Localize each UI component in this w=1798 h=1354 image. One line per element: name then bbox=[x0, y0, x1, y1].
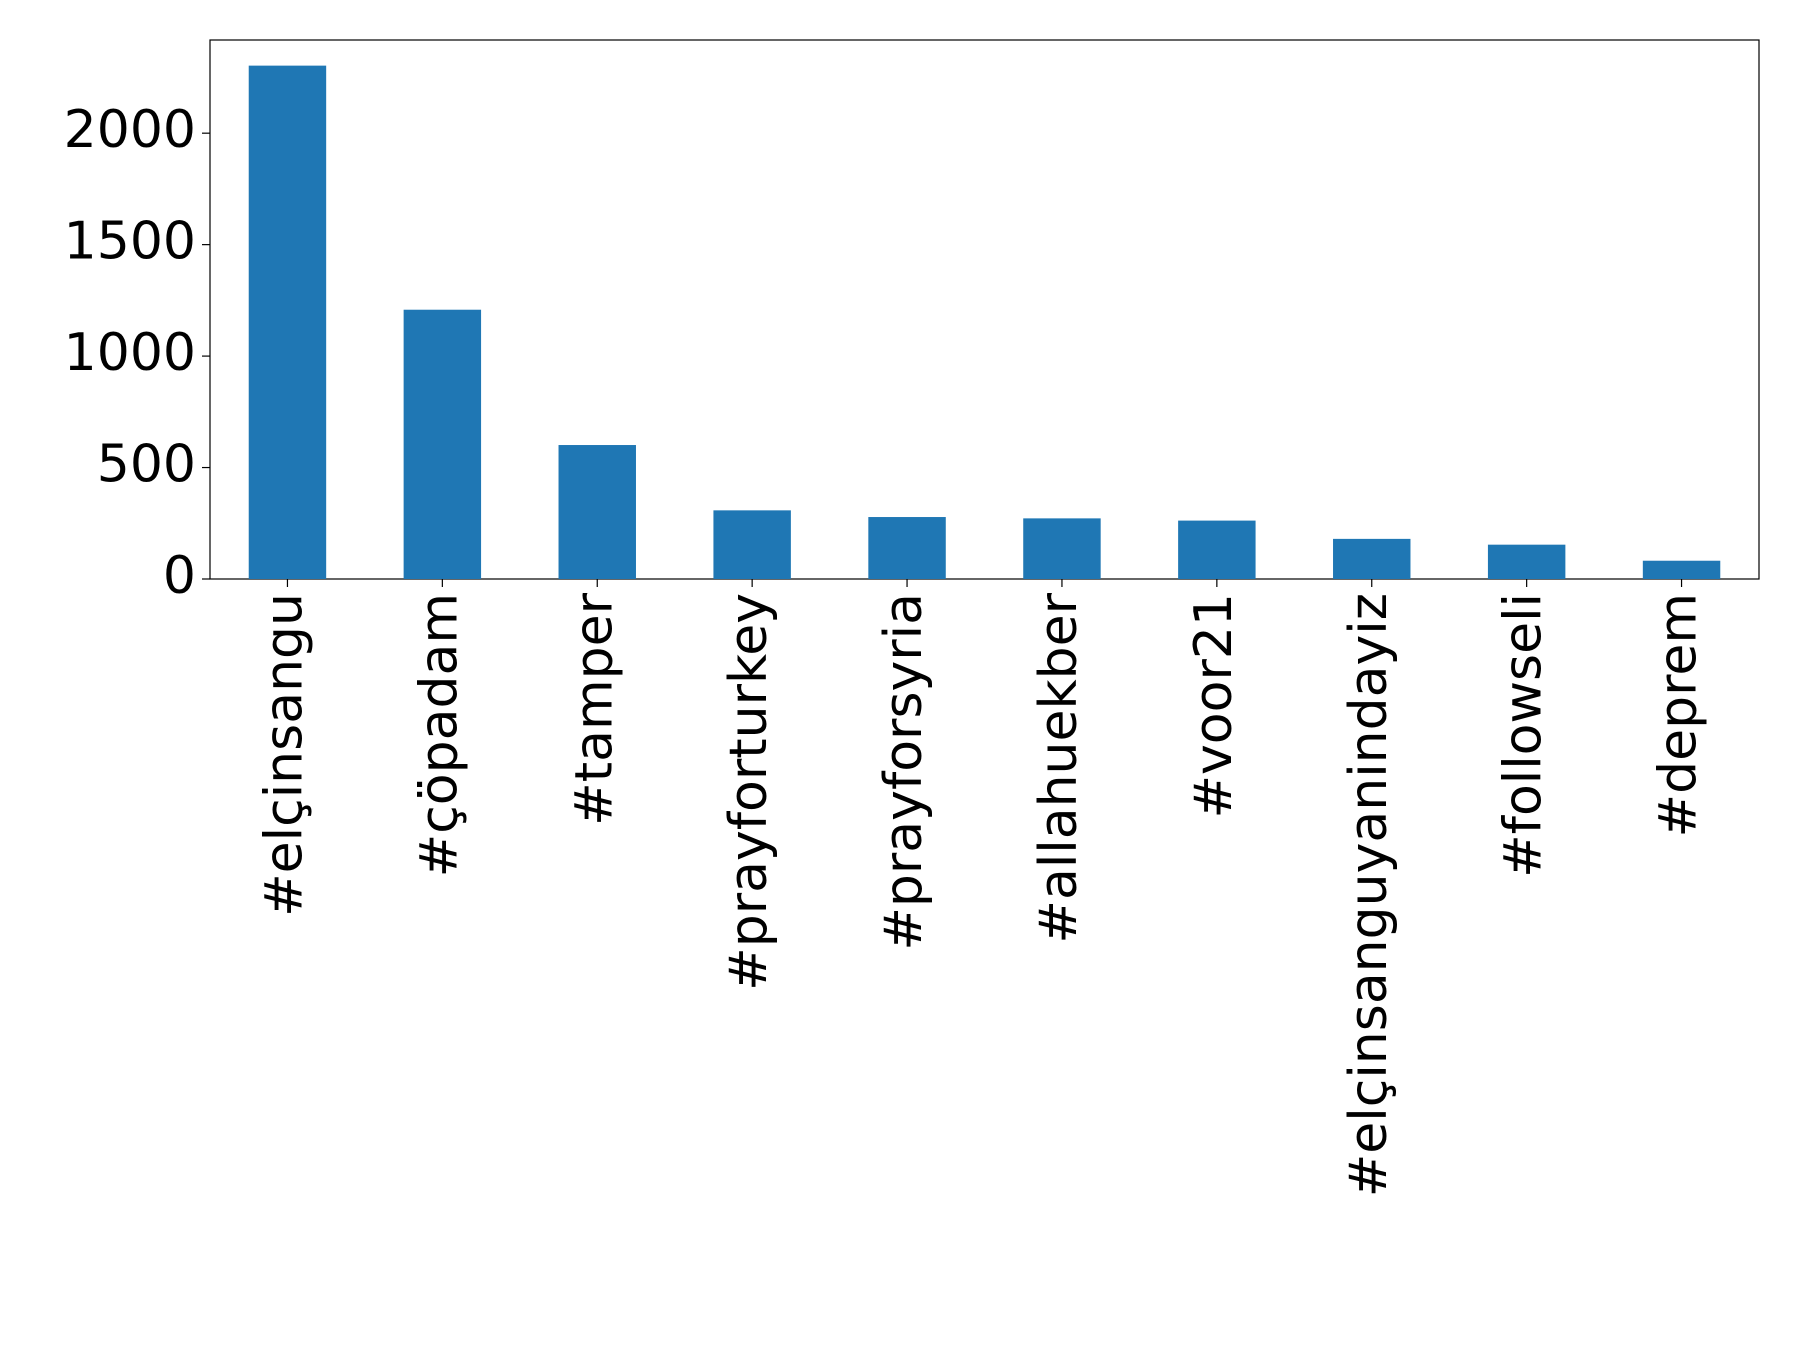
bar bbox=[1642, 560, 1721, 579]
bar bbox=[1487, 544, 1566, 579]
y-tick-label: 0 bbox=[163, 546, 196, 606]
y-tick-label: 1000 bbox=[64, 323, 196, 383]
x-tick-label: #voor21 bbox=[1184, 593, 1244, 819]
bar bbox=[403, 309, 482, 579]
bar bbox=[868, 517, 946, 579]
y-tick-label: 500 bbox=[97, 435, 196, 495]
bar bbox=[248, 65, 327, 579]
bar bbox=[558, 445, 636, 579]
bar bbox=[713, 510, 791, 579]
bar bbox=[1178, 520, 1256, 579]
plot-frame bbox=[209, 39, 1760, 580]
y-tick-label: 2000 bbox=[64, 100, 196, 160]
x-tick-label: #followseli bbox=[1494, 593, 1554, 878]
x-tick-label: #allahuekber bbox=[1029, 592, 1089, 943]
x-tick-label: #çöpadam bbox=[409, 593, 469, 877]
bar bbox=[1023, 518, 1101, 579]
x-tick-label: #prayforsyria bbox=[874, 593, 934, 951]
x-tick-label: #prayforturkey bbox=[719, 593, 779, 991]
x-tick-label: #tamper bbox=[564, 592, 624, 825]
x-tick-label: #elçinsanguyanindayiz bbox=[1339, 593, 1399, 1197]
bar bbox=[1333, 538, 1411, 579]
y-tick-label: 1500 bbox=[64, 212, 196, 272]
x-tick-label: #elçinsangu bbox=[254, 593, 314, 917]
x-tick-label: #deprem bbox=[1649, 593, 1709, 837]
